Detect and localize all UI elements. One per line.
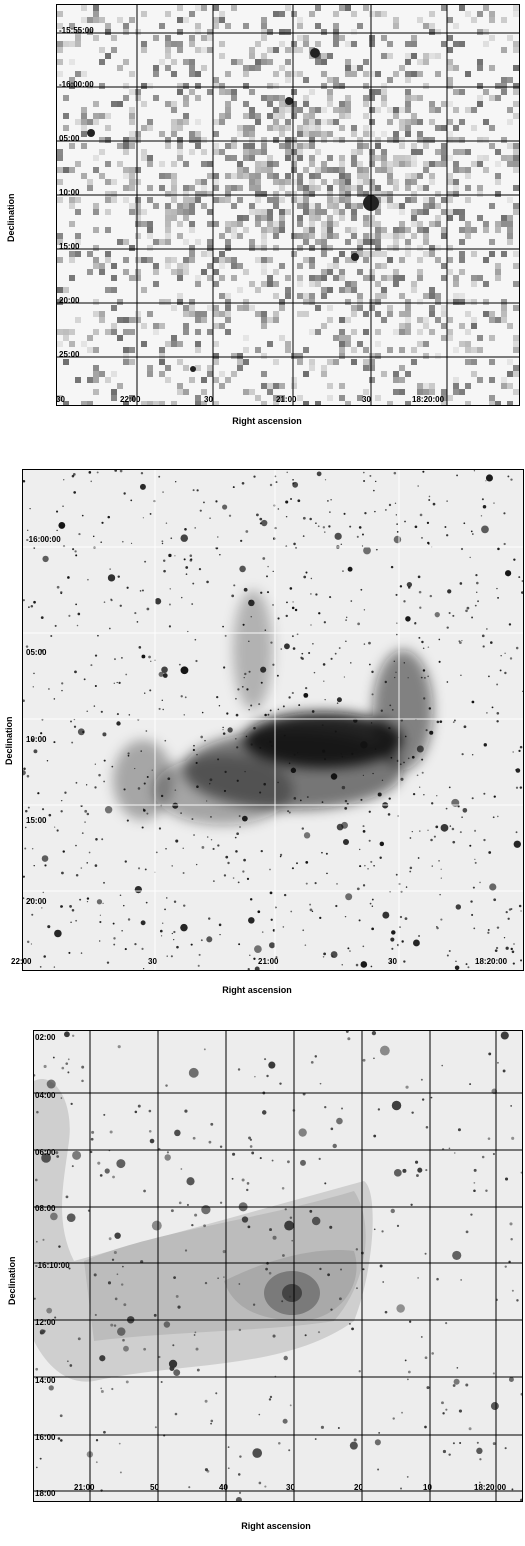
ra-tick: 30 — [56, 395, 65, 404]
dec-tick: 15:00 — [26, 816, 47, 825]
ra-tick: 18:20:00 — [474, 1483, 507, 1492]
y-axis-label: Declination — [4, 716, 14, 765]
dec-tick: 08:00 — [35, 1204, 56, 1213]
xray-noise-map — [57, 5, 519, 405]
radio-contour-map — [34, 1031, 522, 1501]
ra-tick: 21:00 — [74, 1483, 95, 1492]
ra-tick: 40 — [219, 1483, 228, 1492]
ra-tick: 30 — [204, 395, 213, 404]
ra-tick: 30 — [286, 1483, 295, 1492]
dec-tick: -16:00:00 — [59, 80, 94, 89]
dec-tick: 05:00 — [59, 134, 80, 143]
dec-tick: 18:00 — [35, 1489, 56, 1498]
dec-tick: 12:00 — [35, 1318, 56, 1327]
ra-tick: 30 — [148, 957, 157, 966]
dec-tick: 15:00 — [59, 242, 80, 251]
optical-starfield — [23, 470, 523, 970]
ra-tick: 21:00 — [258, 957, 279, 966]
radio-image — [33, 1030, 523, 1502]
x-axis-label: Right ascension — [232, 416, 302, 426]
dec-tick: -16:00:00 — [26, 535, 61, 544]
dec-tick: 10:00 — [26, 735, 47, 744]
y-axis-label: Declination — [6, 193, 16, 242]
dec-tick: 16:00 — [35, 1433, 56, 1442]
x-axis-label: Right ascension — [241, 1521, 311, 1531]
ra-tick: 30 — [362, 395, 371, 404]
ra-tick: 18:20:00 — [412, 395, 445, 404]
y-axis-label: Declination — [7, 1256, 17, 1305]
ra-tick: 10 — [423, 1483, 432, 1492]
ra-tick: 21:00 — [276, 395, 297, 404]
ra-tick: 20 — [354, 1483, 363, 1492]
ra-tick: 22:00 — [120, 395, 141, 404]
dec-tick: -15:55:00 — [59, 26, 94, 35]
dec-tick: -16:10:00 — [35, 1261, 70, 1270]
dec-tick: 14:00 — [35, 1376, 56, 1385]
optical-image — [22, 469, 524, 971]
dec-tick: 10:00 — [59, 188, 80, 197]
dec-tick: 04:00 — [35, 1091, 56, 1100]
dec-tick: 20:00 — [26, 897, 47, 906]
dec-tick: 02:00 — [35, 1033, 56, 1042]
dec-tick: 05:00 — [26, 648, 47, 657]
dec-tick: 06:00 — [35, 1148, 56, 1157]
ra-tick: 50 — [150, 1483, 159, 1492]
dec-tick: 20:00 — [59, 296, 80, 305]
xray-image — [56, 4, 520, 406]
ra-tick: 30 — [388, 957, 397, 966]
x-axis-label: Right ascension — [222, 985, 292, 995]
dec-tick: 25:00 — [59, 350, 80, 359]
ra-tick: 18:20:00 — [475, 957, 508, 966]
ra-tick: 22:00 — [11, 957, 32, 966]
